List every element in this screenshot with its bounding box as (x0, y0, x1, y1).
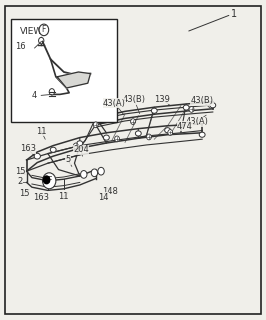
Ellipse shape (183, 105, 189, 110)
Text: 204: 204 (73, 145, 89, 154)
Ellipse shape (50, 147, 56, 152)
Ellipse shape (151, 108, 157, 113)
Circle shape (168, 130, 173, 135)
Text: 15: 15 (15, 167, 25, 176)
Circle shape (81, 171, 87, 178)
Text: F: F (42, 25, 46, 34)
Circle shape (189, 107, 194, 112)
Circle shape (49, 89, 55, 95)
Circle shape (131, 119, 135, 124)
Ellipse shape (210, 103, 216, 108)
Ellipse shape (34, 153, 40, 159)
Ellipse shape (165, 128, 171, 133)
Text: 2: 2 (17, 177, 23, 186)
Text: 163: 163 (33, 193, 49, 202)
Circle shape (43, 176, 50, 184)
Circle shape (91, 169, 98, 177)
Text: 43(B): 43(B) (191, 96, 214, 105)
Circle shape (39, 37, 44, 44)
Ellipse shape (199, 132, 205, 137)
Ellipse shape (135, 131, 141, 136)
Text: 43(A): 43(A) (103, 99, 126, 108)
Circle shape (147, 134, 151, 140)
Circle shape (93, 122, 98, 128)
Ellipse shape (103, 135, 109, 140)
Text: F: F (47, 176, 51, 185)
Text: 11: 11 (36, 127, 47, 136)
Text: 139: 139 (154, 95, 170, 104)
Text: 14: 14 (98, 193, 109, 202)
Circle shape (115, 136, 119, 142)
Text: 474: 474 (177, 122, 193, 131)
Circle shape (39, 24, 49, 36)
Text: 15: 15 (19, 189, 29, 198)
Circle shape (73, 143, 78, 149)
Text: 5: 5 (65, 156, 70, 164)
Text: 163: 163 (20, 144, 36, 153)
Text: 1: 1 (231, 9, 237, 20)
Text: VIEW: VIEW (20, 27, 43, 36)
Text: 11: 11 (59, 192, 69, 201)
Circle shape (43, 173, 56, 189)
Text: 148: 148 (102, 187, 118, 196)
Text: 4: 4 (32, 92, 37, 100)
Ellipse shape (77, 141, 83, 146)
Circle shape (98, 167, 104, 175)
Bar (11, 19, 117, 122)
Text: 43(B): 43(B) (123, 95, 146, 104)
Text: 43(A): 43(A) (185, 117, 208, 126)
Polygon shape (57, 72, 90, 88)
Text: 16: 16 (15, 42, 25, 51)
